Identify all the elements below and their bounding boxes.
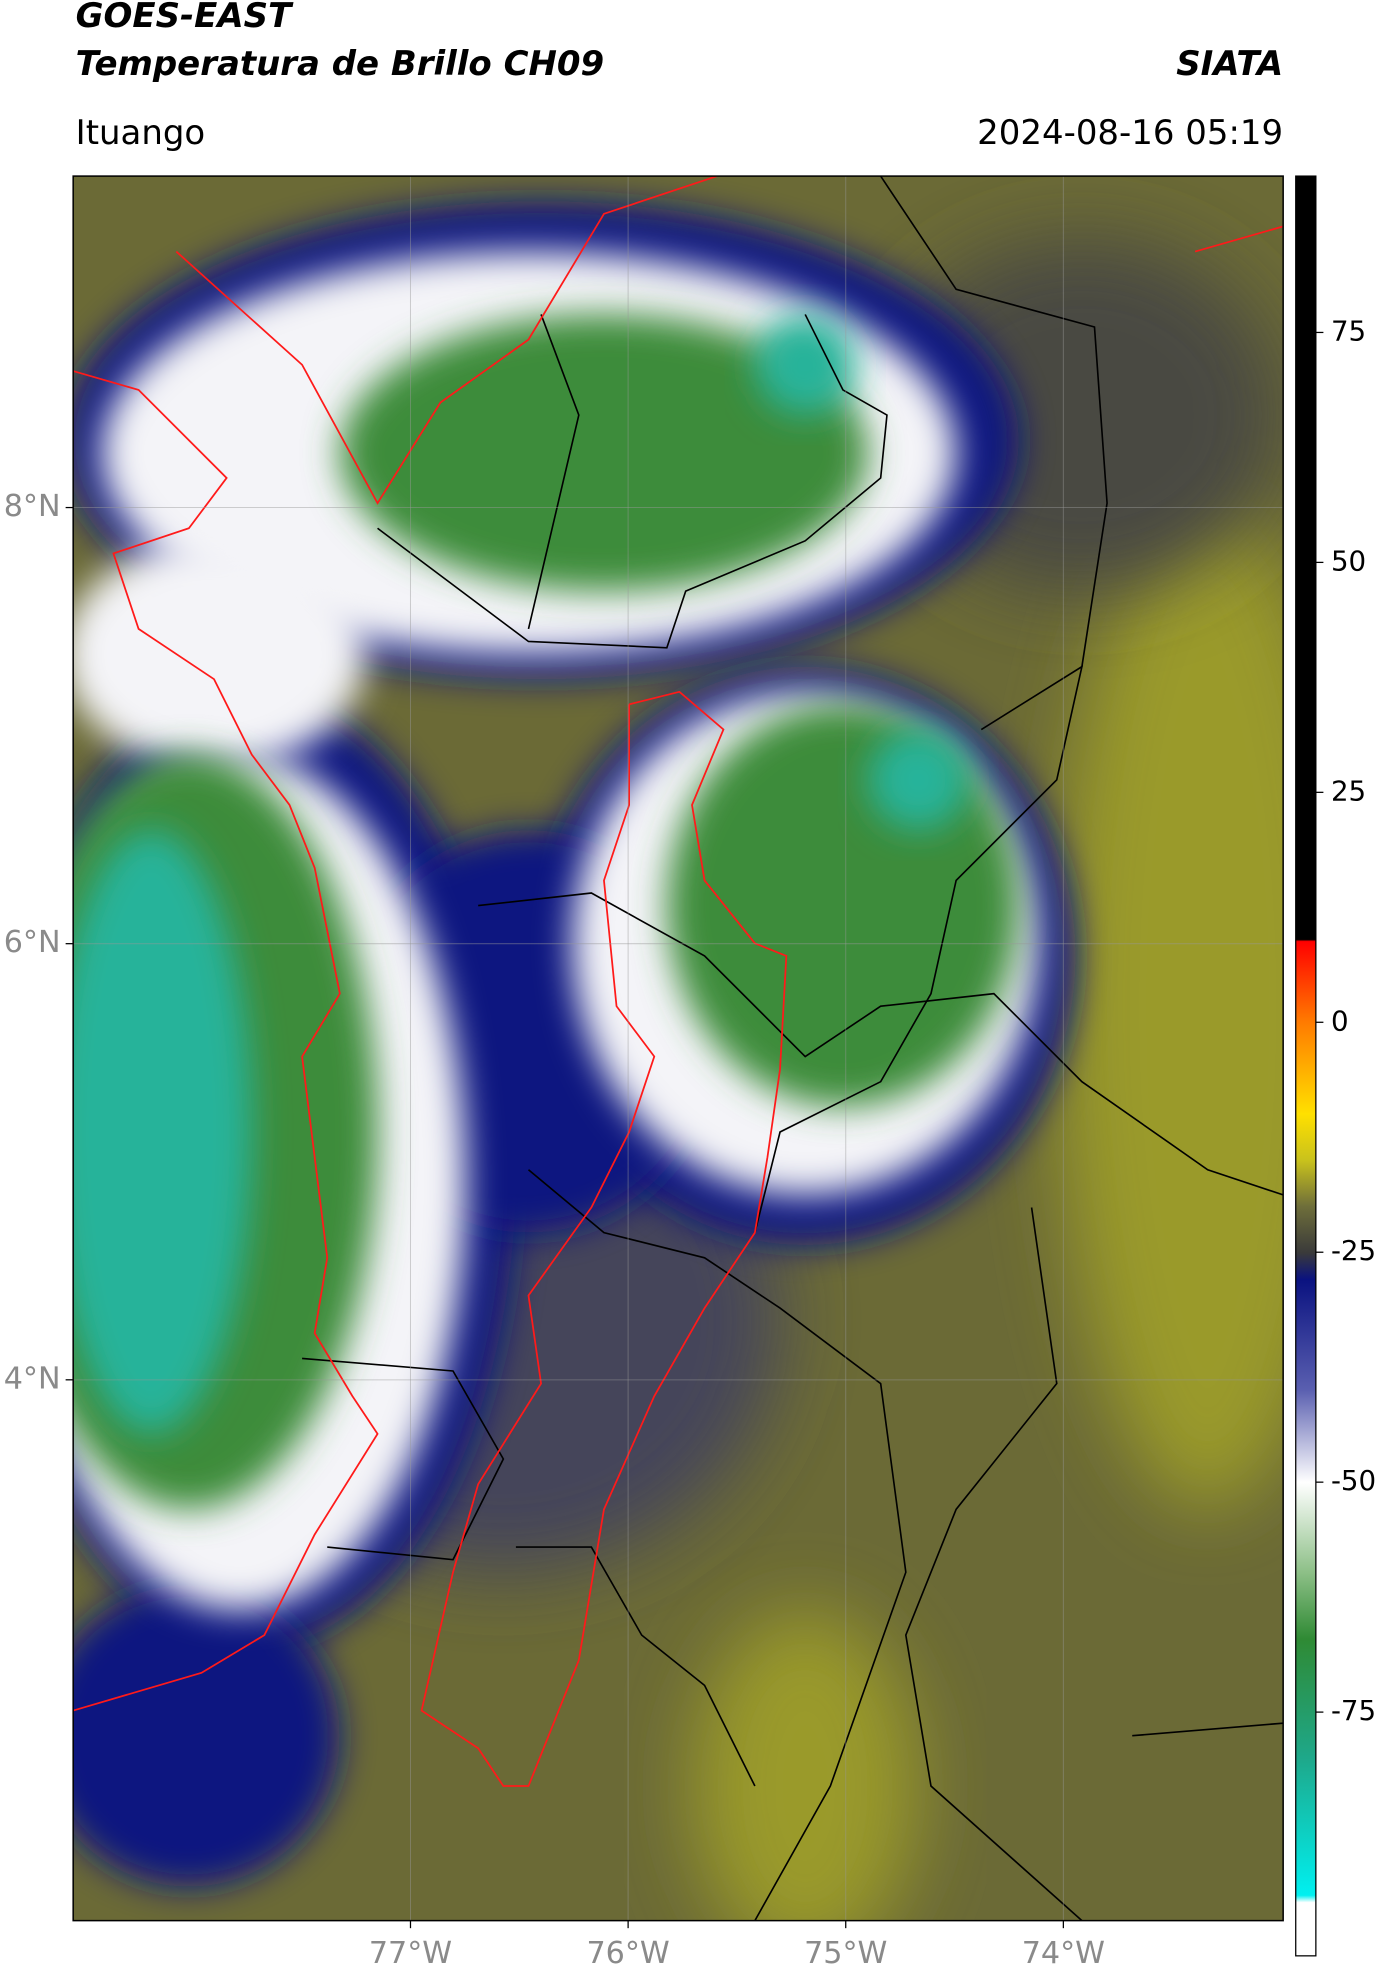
colorbar-tick-label: 75 <box>1331 314 1366 347</box>
colorbar-tick-label: 25 <box>1331 774 1366 807</box>
x-tick-label: 76°W <box>586 1936 669 1971</box>
map-frame <box>72 175 1284 1922</box>
x-tick-label: 75°W <box>804 1936 887 1971</box>
colorbar-tick-label: 0 <box>1331 1004 1349 1037</box>
satellite: GOES-EAST <box>76 0 294 36</box>
y-tick-label: 4°N <box>4 1361 61 1396</box>
y-tick-label: 6°N <box>4 925 61 960</box>
colorbar-tick-label: 50 <box>1331 544 1366 577</box>
agency: SIATA <box>1176 44 1283 84</box>
colorbar-tick-label: -75 <box>1331 1694 1376 1727</box>
colorbar-tick-label: -50 <box>1331 1464 1376 1497</box>
region: Ituango <box>76 113 206 153</box>
y-tick-label: 8°N <box>4 489 61 524</box>
colorbar <box>1295 175 1317 1957</box>
satellite-image <box>73 176 1284 1921</box>
x-tick-label: 77°W <box>369 1936 452 1971</box>
datetime: 2024-08-16 05:19 <box>977 113 1283 153</box>
colorbar-tick-label: -25 <box>1331 1234 1376 1267</box>
x-tick-label: 74°W <box>1022 1936 1105 1971</box>
product: Temperatura de Brillo CH09 <box>76 44 604 84</box>
grid <box>73 176 1284 1921</box>
